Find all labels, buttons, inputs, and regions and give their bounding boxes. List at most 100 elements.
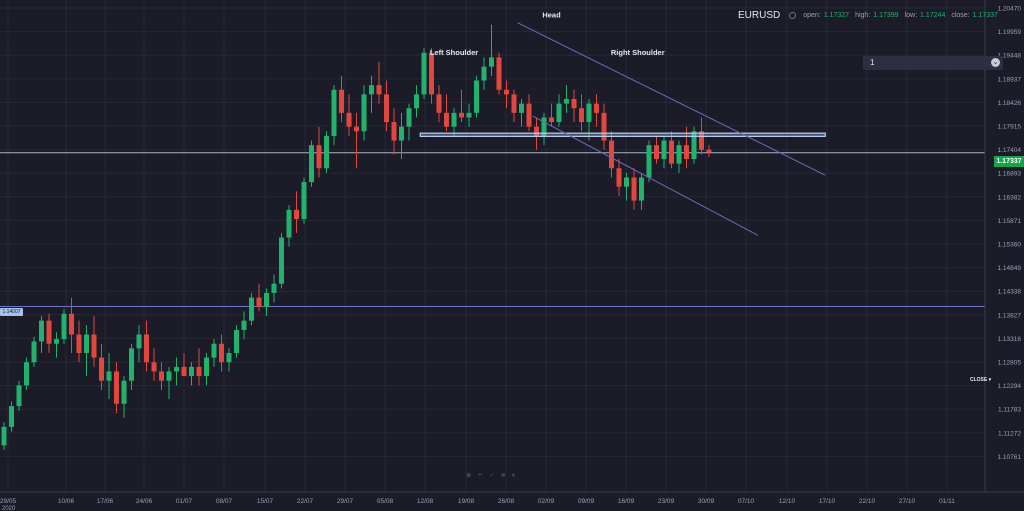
- price-axis[interactable]: 1.20470 1.19959 1.19448 1.18937 1.18426 1.179…: [998, 6, 1022, 461]
- chevron-down-icon[interactable]: ⌄: [991, 58, 1000, 67]
- candle-body: [421, 52, 427, 95]
- candle-body: [166, 371, 172, 381]
- low-value: 1.17244: [920, 12, 946, 19]
- candle-body: [376, 85, 382, 95]
- candle-body: [354, 126, 359, 132]
- price-tick-label: 1.12805: [998, 360, 1022, 367]
- price-tick-label: 1.18426: [998, 100, 1022, 107]
- price-tick-label: 1.15360: [998, 242, 1022, 249]
- candle-body: [324, 135, 329, 169]
- brush-tool-icon[interactable]: ✒: [477, 472, 490, 479]
- channel-trend-line[interactable]: [532, 115, 758, 236]
- candle-body: [301, 182, 307, 220]
- price-tick-label: 1.20470: [998, 6, 1022, 13]
- candle-body: [436, 94, 442, 113]
- candle-body: [106, 371, 112, 381]
- candle-body: [331, 89, 337, 136]
- price-tick-label: 1.16893: [998, 171, 1022, 178]
- price-tick-label: 1.16382: [998, 194, 1022, 201]
- neckline-zone[interactable]: [419, 132, 826, 137]
- candle-body: [459, 112, 464, 118]
- candle-body: [294, 209, 299, 220]
- price-tick-label: 1.11783: [998, 407, 1021, 414]
- candle-body: [1, 426, 7, 446]
- time-tick-label: 22/10: [859, 498, 876, 505]
- candle-body: [586, 103, 592, 123]
- candle-body: [279, 237, 284, 284]
- candle-body: [391, 122, 397, 141]
- pattern-annotation-label[interactable]: Head: [542, 11, 561, 20]
- pattern-annotation-label[interactable]: Left Shoulder: [430, 48, 478, 57]
- time-tick-label: 23/09: [658, 498, 675, 505]
- low-label: low:: [904, 12, 918, 19]
- candle-body: [316, 145, 322, 169]
- candle-body: [31, 341, 37, 363]
- level-price-badge: 1.14007: [0, 308, 23, 316]
- text-tool-icon[interactable]: ■: [501, 472, 512, 479]
- candle-body: [579, 108, 584, 123]
- channel-trend-line[interactable]: [517, 22, 826, 176]
- time-tick-label: 01/11: [939, 498, 955, 505]
- candle-body: [159, 371, 164, 381]
- symbol-name[interactable]: EURUSD: [738, 10, 781, 21]
- time-tick-label: 27/10: [899, 498, 916, 505]
- candle-body: [384, 94, 389, 123]
- candle-body: [136, 334, 142, 349]
- time-tick-label: 17/10: [819, 498, 836, 505]
- candle-body: [661, 140, 667, 160]
- time-tick-label: 15/07: [257, 498, 274, 505]
- candle-body: [234, 329, 239, 353]
- price-tick-label: 1.19448: [998, 53, 1022, 60]
- last-price-badge: 1.17337: [994, 156, 1024, 167]
- time-tick-label: 10/06: [58, 498, 75, 505]
- time-tick-label: 30/09: [698, 498, 715, 505]
- candle-body: [474, 80, 479, 113]
- interval-select[interactable]: 1 ⌄: [863, 56, 1003, 70]
- pattern-drawings-layer: Left Shoulder Head Right Shoulder: [419, 11, 826, 236]
- candle-body: [24, 362, 29, 386]
- candle-body: [496, 57, 502, 90]
- candle-body: [144, 334, 149, 363]
- candle-body: [241, 320, 247, 330]
- time-tick-label: 29/07: [337, 498, 354, 505]
- line-tool-icon[interactable]: ✓: [489, 472, 502, 479]
- candle-body: [399, 126, 404, 141]
- candle-body: [429, 52, 434, 95]
- close-indicator-label: CLOSE: [970, 377, 988, 383]
- candle-body: [204, 357, 209, 377]
- horizontal-lines-layer: [0, 152, 985, 307]
- candle-body: [564, 98, 569, 104]
- candle-body: [466, 112, 472, 118]
- close-indicator[interactable]: CLOSE ▾: [970, 377, 992, 383]
- time-tick-label: 16/09: [618, 498, 635, 505]
- candle-body: [181, 366, 187, 377]
- candle-body: [369, 85, 374, 95]
- time-tick-label: 05/08: [377, 498, 394, 505]
- interval-value: 1: [870, 58, 875, 67]
- time-axis[interactable]: 29/05 10/06 17/06 24/06 01/07 08/07 15/07 22/07…: [0, 498, 955, 511]
- time-tick-label: 01/07: [176, 498, 193, 505]
- time-tick-label: 19/08: [458, 498, 475, 505]
- candle-body: [99, 357, 104, 381]
- price-tick-label: 1.10761: [998, 454, 1022, 461]
- candle-body: [39, 320, 44, 342]
- candle-body: [189, 366, 194, 377]
- visibility-icon[interactable]: [789, 12, 797, 19]
- candle-body: [219, 343, 224, 363]
- candle-body: [676, 145, 682, 164]
- candle-body: [286, 209, 292, 238]
- high-value: 1.17399: [873, 12, 899, 19]
- candle-body: [504, 89, 509, 95]
- candle-body: [451, 112, 457, 127]
- candle-body: [534, 126, 539, 136]
- measure-tool-icon[interactable]: ●: [511, 472, 522, 479]
- cursor-tool-icon[interactable]: ◆: [466, 472, 478, 479]
- candle-body: [489, 57, 494, 67]
- pattern-annotation-label[interactable]: Right Shoulder: [611, 48, 665, 57]
- candle-body: [601, 112, 607, 141]
- candle-body: [249, 297, 254, 321]
- price-tick-label: 1.11272: [998, 430, 1021, 437]
- candle-body: [271, 283, 277, 293]
- price-tick-label: 1.13316: [998, 336, 1022, 343]
